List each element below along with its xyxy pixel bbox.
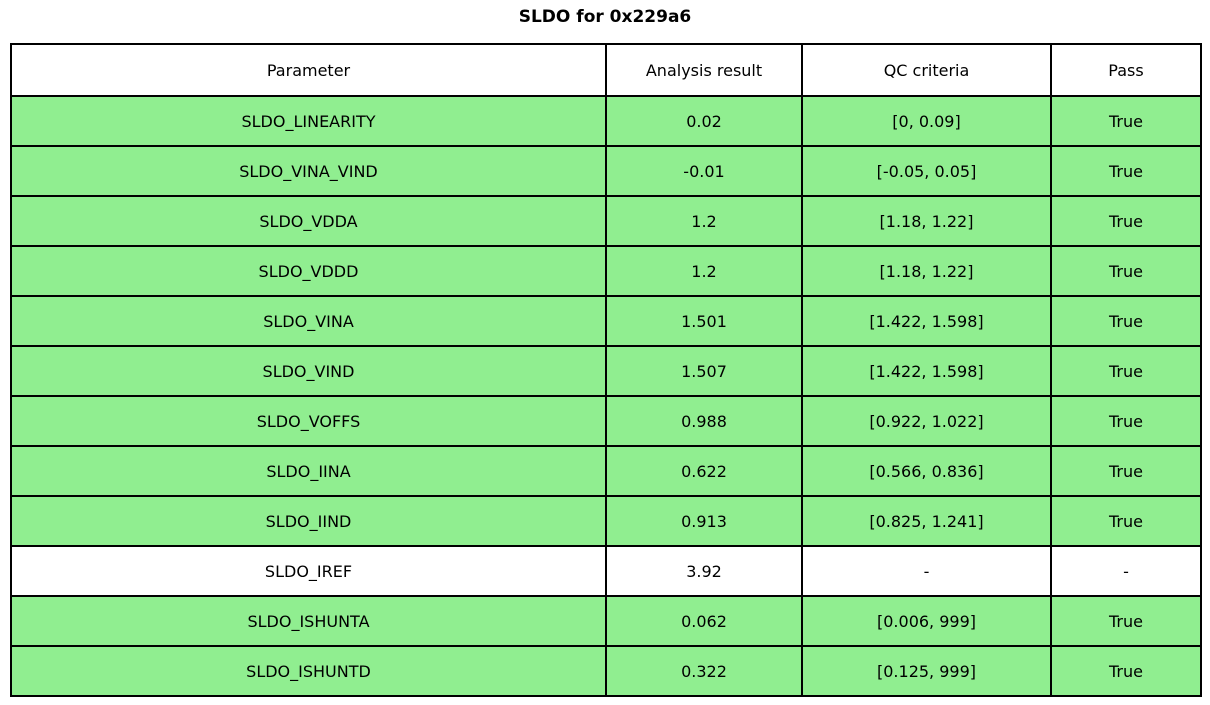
qc-criteria-cell: [0.125, 999] <box>801 645 1052 697</box>
pass-cell: True <box>1050 445 1202 497</box>
analysis-result-cell: 0.062 <box>605 595 803 647</box>
analysis-result-cell: 0.913 <box>605 495 803 547</box>
pass-cell: True <box>1050 295 1202 347</box>
analysis-result-cell: 1.501 <box>605 295 803 347</box>
qc-criteria-cell: [0.922, 1.022] <box>801 395 1052 447</box>
table-row: SLDO_VINA_VIND -0.01 [-0.05, 0.05] True <box>10 145 1202 197</box>
qc-criteria-cell: [0, 0.09] <box>801 95 1052 147</box>
table-header-row: Parameter Analysis result QC criteria Pa… <box>10 43 1202 97</box>
analysis-result-cell: 0.988 <box>605 395 803 447</box>
qc-criteria-cell: - <box>801 545 1052 597</box>
analysis-result-cell: 0.622 <box>605 445 803 497</box>
column-header-qc-criteria: QC criteria <box>801 43 1052 97</box>
pass-cell: True <box>1050 95 1202 147</box>
qc-criteria-cell: [0.825, 1.241] <box>801 495 1052 547</box>
pass-cell: True <box>1050 395 1202 447</box>
analysis-result-cell: 1.2 <box>605 245 803 297</box>
table-row: SLDO_VIND 1.507 [1.422, 1.598] True <box>10 345 1202 397</box>
analysis-result-cell: 0.322 <box>605 645 803 697</box>
analysis-result-cell: 3.92 <box>605 545 803 597</box>
qc-criteria-cell: [1.422, 1.598] <box>801 345 1052 397</box>
qc-criteria-cell: [0.566, 0.836] <box>801 445 1052 497</box>
qc-criteria-cell: [1.18, 1.22] <box>801 195 1052 247</box>
parameter-cell: SLDO_IREF <box>10 545 607 597</box>
parameter-cell: SLDO_ISHUNTA <box>10 595 607 647</box>
analysis-result-cell: 0.02 <box>605 95 803 147</box>
pass-cell: True <box>1050 245 1202 297</box>
pass-cell: True <box>1050 595 1202 647</box>
parameter-cell: SLDO_VOFFS <box>10 395 607 447</box>
parameter-cell: SLDO_VDDD <box>10 245 607 297</box>
qc-criteria-cell: [-0.05, 0.05] <box>801 145 1052 197</box>
analysis-result-cell: 1.2 <box>605 195 803 247</box>
pass-cell: True <box>1050 645 1202 697</box>
qc-criteria-cell: [1.18, 1.22] <box>801 245 1052 297</box>
column-header-pass: Pass <box>1050 43 1202 97</box>
pass-cell: True <box>1050 195 1202 247</box>
column-header-parameter: Parameter <box>10 43 607 97</box>
qc-criteria-cell: [0.006, 999] <box>801 595 1052 647</box>
parameter-cell: SLDO_VINA <box>10 295 607 347</box>
parameter-cell: SLDO_IINA <box>10 445 607 497</box>
parameter-cell: SLDO_ISHUNTD <box>10 645 607 697</box>
table-row: SLDO_IIND 0.913 [0.825, 1.241] True <box>10 495 1202 547</box>
analysis-result-cell: -0.01 <box>605 145 803 197</box>
qc-criteria-cell: [1.422, 1.598] <box>801 295 1052 347</box>
table-row: SLDO_IINA 0.622 [0.566, 0.836] True <box>10 445 1202 497</box>
parameter-cell: SLDO_VINA_VIND <box>10 145 607 197</box>
column-header-analysis-result: Analysis result <box>605 43 803 97</box>
pass-cell: True <box>1050 145 1202 197</box>
parameter-cell: SLDO_VIND <box>10 345 607 397</box>
table-row: SLDO_IREF 3.92- - <box>10 545 1202 597</box>
pass-cell: - <box>1050 545 1202 597</box>
parameter-cell: SLDO_LINEARITY <box>10 95 607 147</box>
page-title: SLDO for 0x229a6 <box>518 7 692 27</box>
pass-cell: True <box>1050 345 1202 397</box>
parameter-cell: SLDO_VDDA <box>10 195 607 247</box>
table-row: SLDO_VOFFS 0.988 [0.922, 1.022] True <box>10 395 1202 447</box>
pass-cell: True <box>1050 495 1202 547</box>
table-row: SLDO_VDDA 1.2 [1.18, 1.22] True <box>10 195 1202 247</box>
analysis-result-cell: 1.507 <box>605 345 803 397</box>
table-row: SLDO_ISHUNTD 0.322 [0.125, 999] True <box>10 645 1202 697</box>
qc-results-table: Parameter Analysis result QC criteria Pa… <box>10 43 1202 697</box>
parameter-cell: SLDO_IIND <box>10 495 607 547</box>
table-row: SLDO_ISHUNTA 0.062 [0.006, 999] True <box>10 595 1202 647</box>
table-row: SLDO_VINA 1.501 [1.422, 1.598] True <box>10 295 1202 347</box>
table-row: SLDO_LINEARITY 0.02 [0, 0.09] True <box>10 95 1202 147</box>
table-row: SLDO_VDDD 1.2 [1.18, 1.22] True <box>10 245 1202 297</box>
